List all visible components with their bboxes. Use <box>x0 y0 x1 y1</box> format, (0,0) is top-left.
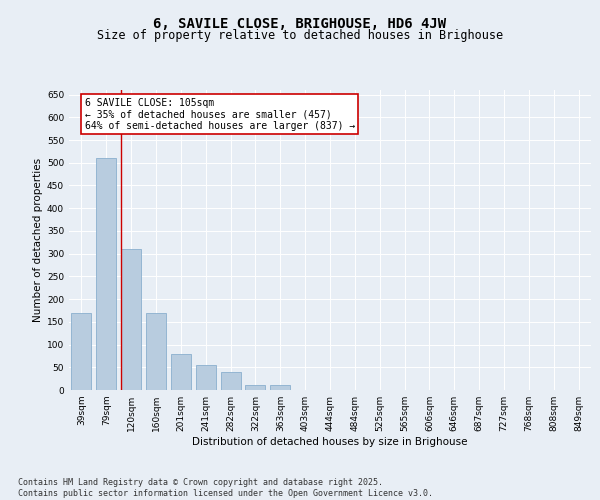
Bar <box>121 249 141 390</box>
Bar <box>97 158 116 390</box>
Bar <box>146 312 166 390</box>
Bar <box>245 386 265 390</box>
X-axis label: Distribution of detached houses by size in Brighouse: Distribution of detached houses by size … <box>192 437 468 447</box>
Text: Size of property relative to detached houses in Brighouse: Size of property relative to detached ho… <box>97 29 503 42</box>
Bar <box>71 312 91 390</box>
Bar <box>171 354 191 390</box>
Bar <box>221 372 241 390</box>
Text: Contains HM Land Registry data © Crown copyright and database right 2025.
Contai: Contains HM Land Registry data © Crown c… <box>18 478 433 498</box>
Text: 6, SAVILE CLOSE, BRIGHOUSE, HD6 4JW: 6, SAVILE CLOSE, BRIGHOUSE, HD6 4JW <box>154 18 446 32</box>
Text: 6 SAVILE CLOSE: 105sqm
← 35% of detached houses are smaller (457)
64% of semi-de: 6 SAVILE CLOSE: 105sqm ← 35% of detached… <box>85 98 355 130</box>
Bar <box>196 365 215 390</box>
Y-axis label: Number of detached properties: Number of detached properties <box>33 158 43 322</box>
Bar <box>271 386 290 390</box>
